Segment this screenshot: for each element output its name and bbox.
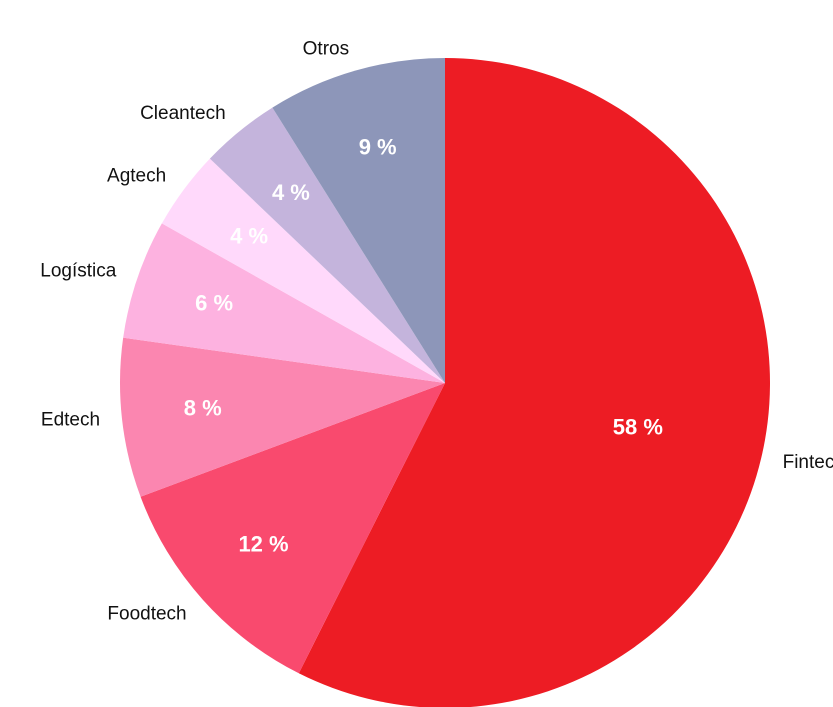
pie-slice [123,223,445,383]
slice-value-label: 9 % [359,135,397,160]
slice-category-label: Foodtech [107,604,186,625]
slice-value-label: 6 % [195,291,233,316]
slice-category-label: Logística [40,261,116,282]
pie-slice [209,107,445,384]
pie-slice [140,383,445,674]
slice-category-label: Fintech [783,452,833,473]
slice-category-label: Otros [303,39,349,60]
slice-category-label: Edtech [41,410,100,431]
pie-slice [119,337,445,497]
slice-value-label: 58 % [613,415,663,440]
pie-slice [298,58,770,707]
pie-slice [161,158,445,383]
slice-value-label: 4 % [272,180,310,205]
slice-category-label: Cleantech [140,103,226,124]
slice-value-label: 4 % [230,224,268,249]
pie-slice [272,58,445,383]
slice-category-label: Agtech [107,165,166,186]
slice-value-label: 8 % [184,395,222,420]
slice-value-label: 12 % [238,532,288,557]
